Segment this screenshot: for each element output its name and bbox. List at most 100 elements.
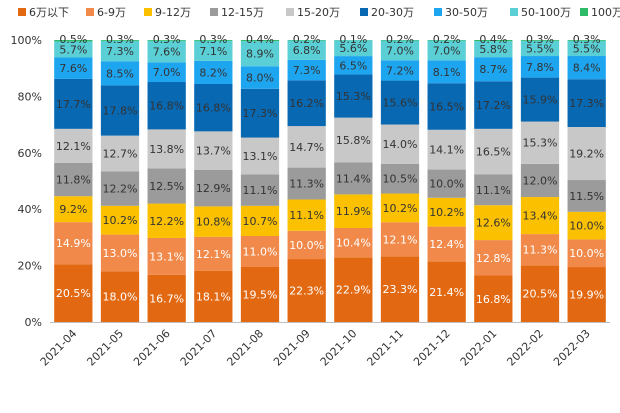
data-label: 0.5% [59, 33, 87, 46]
data-label: 7.0% [153, 66, 181, 79]
bar-segment [194, 236, 233, 271]
bar-segment [334, 194, 373, 228]
data-label: 16.7% [149, 292, 184, 305]
bar-segment [194, 206, 233, 237]
bar-segment [380, 193, 420, 223]
bar-segment [520, 40, 560, 57]
data-label: 0.3% [526, 33, 554, 46]
data-label: 7.6% [59, 62, 87, 75]
data-label: 8.9% [246, 48, 274, 61]
data-label: 5.5% [573, 42, 601, 55]
data-label: 12.5% [149, 180, 184, 193]
legend-swatch [86, 8, 94, 16]
bar-segment [54, 128, 93, 163]
bar-segment [334, 40, 373, 57]
legend-swatch [360, 8, 368, 16]
bar-segment [147, 129, 186, 169]
bar-segment [427, 83, 466, 130]
data-label: 0.3% [199, 33, 227, 46]
data-label: 7.3% [293, 64, 321, 77]
data-label: 14.7% [289, 141, 324, 154]
data-label: 9.2% [59, 203, 87, 216]
x-tick-label: 2021-08 [224, 327, 266, 369]
legend-label: 30-50万 [445, 6, 488, 19]
bar-segment [567, 79, 606, 128]
data-label: 12.1% [196, 248, 231, 261]
bar-segment [100, 40, 140, 62]
x-tick-label: 2022-02 [504, 327, 546, 369]
data-label: 21.4% [429, 286, 464, 299]
y-tick-label: 20% [18, 260, 42, 273]
bar-segment [147, 168, 186, 204]
legend: 6万以下 6-9万 9-12万 12-15万 15-20万 20-30万 30-50万 50-… [18, 6, 620, 19]
bar-segment [287, 167, 326, 200]
bar-segment [194, 131, 233, 171]
bar-segment [100, 234, 140, 272]
data-label: 17.2% [476, 99, 511, 112]
bar-segment [427, 60, 466, 84]
data-label: 13.1% [243, 150, 278, 163]
bar-segment [380, 60, 420, 81]
data-label: 17.8% [103, 105, 138, 118]
data-label: 16.8% [476, 293, 511, 306]
y-tick-label: 60% [18, 147, 42, 160]
bar-segment [334, 162, 373, 195]
bar-segment [334, 257, 373, 322]
y-tick-label: 80% [18, 90, 42, 103]
bar-segment [427, 129, 466, 170]
data-label: 23.3% [383, 283, 418, 296]
legend-label: 50-100万 [521, 6, 571, 19]
data-label: 20.5% [56, 287, 91, 300]
data-label: 11.3% [289, 178, 324, 191]
bar-segment [520, 40, 560, 41]
data-label: 5.5% [526, 42, 554, 55]
y-axis: 0% 20% 40% 60% 80% 100% [11, 34, 42, 329]
y-tick-label: 40% [18, 203, 42, 216]
bar-segment [334, 228, 373, 258]
legend-label: 15-20万 [297, 6, 340, 19]
bar-segment [567, 239, 606, 268]
bar-segment [520, 56, 560, 78]
legend-swatch [18, 8, 26, 16]
bar-segment [380, 222, 420, 257]
data-label: 17.7% [56, 98, 91, 111]
data-label: 12.1% [383, 233, 418, 246]
bar-segment [147, 274, 186, 322]
data-label: 0.2% [433, 33, 461, 46]
data-label: 10.0% [569, 247, 604, 260]
data-label: 12.6% [476, 217, 511, 230]
data-label: 7.1% [199, 45, 227, 58]
data-label: 0.3% [153, 33, 181, 46]
bar-segment [54, 78, 93, 129]
bar-segment [427, 197, 466, 227]
bar-segment [474, 240, 513, 276]
bar-segment [474, 275, 513, 322]
y-tick-label: 0% [25, 316, 42, 329]
data-label: 22.9% [336, 284, 371, 297]
bar-segment [54, 264, 93, 322]
legend-swatch [286, 8, 294, 16]
bar-segment [520, 197, 560, 235]
bar-segment [100, 271, 140, 322]
bar-segment [54, 41, 93, 58]
data-label: 15.9% [523, 94, 558, 107]
data-label: 8.1% [433, 66, 461, 79]
x-tick-label: 2021-06 [131, 327, 173, 369]
bar-segment [100, 171, 140, 206]
bar-segment [567, 40, 606, 41]
bar-segment [380, 163, 420, 194]
bar-segment [567, 127, 606, 181]
bar-segment [100, 85, 140, 136]
data-label: 10.0% [289, 239, 324, 252]
bar-segment [287, 230, 326, 260]
bar-segment [287, 40, 326, 41]
bar-segment [194, 170, 233, 207]
data-label: 11.1% [289, 209, 324, 222]
data-label: 11.0% [243, 246, 278, 259]
data-label: 10.2% [383, 202, 418, 215]
bar-segment [334, 74, 373, 118]
data-label: 12.2% [103, 183, 138, 196]
bar-segment [474, 40, 513, 42]
data-label: 15.8% [336, 134, 371, 147]
x-tick-label: 2022-03 [551, 327, 593, 369]
